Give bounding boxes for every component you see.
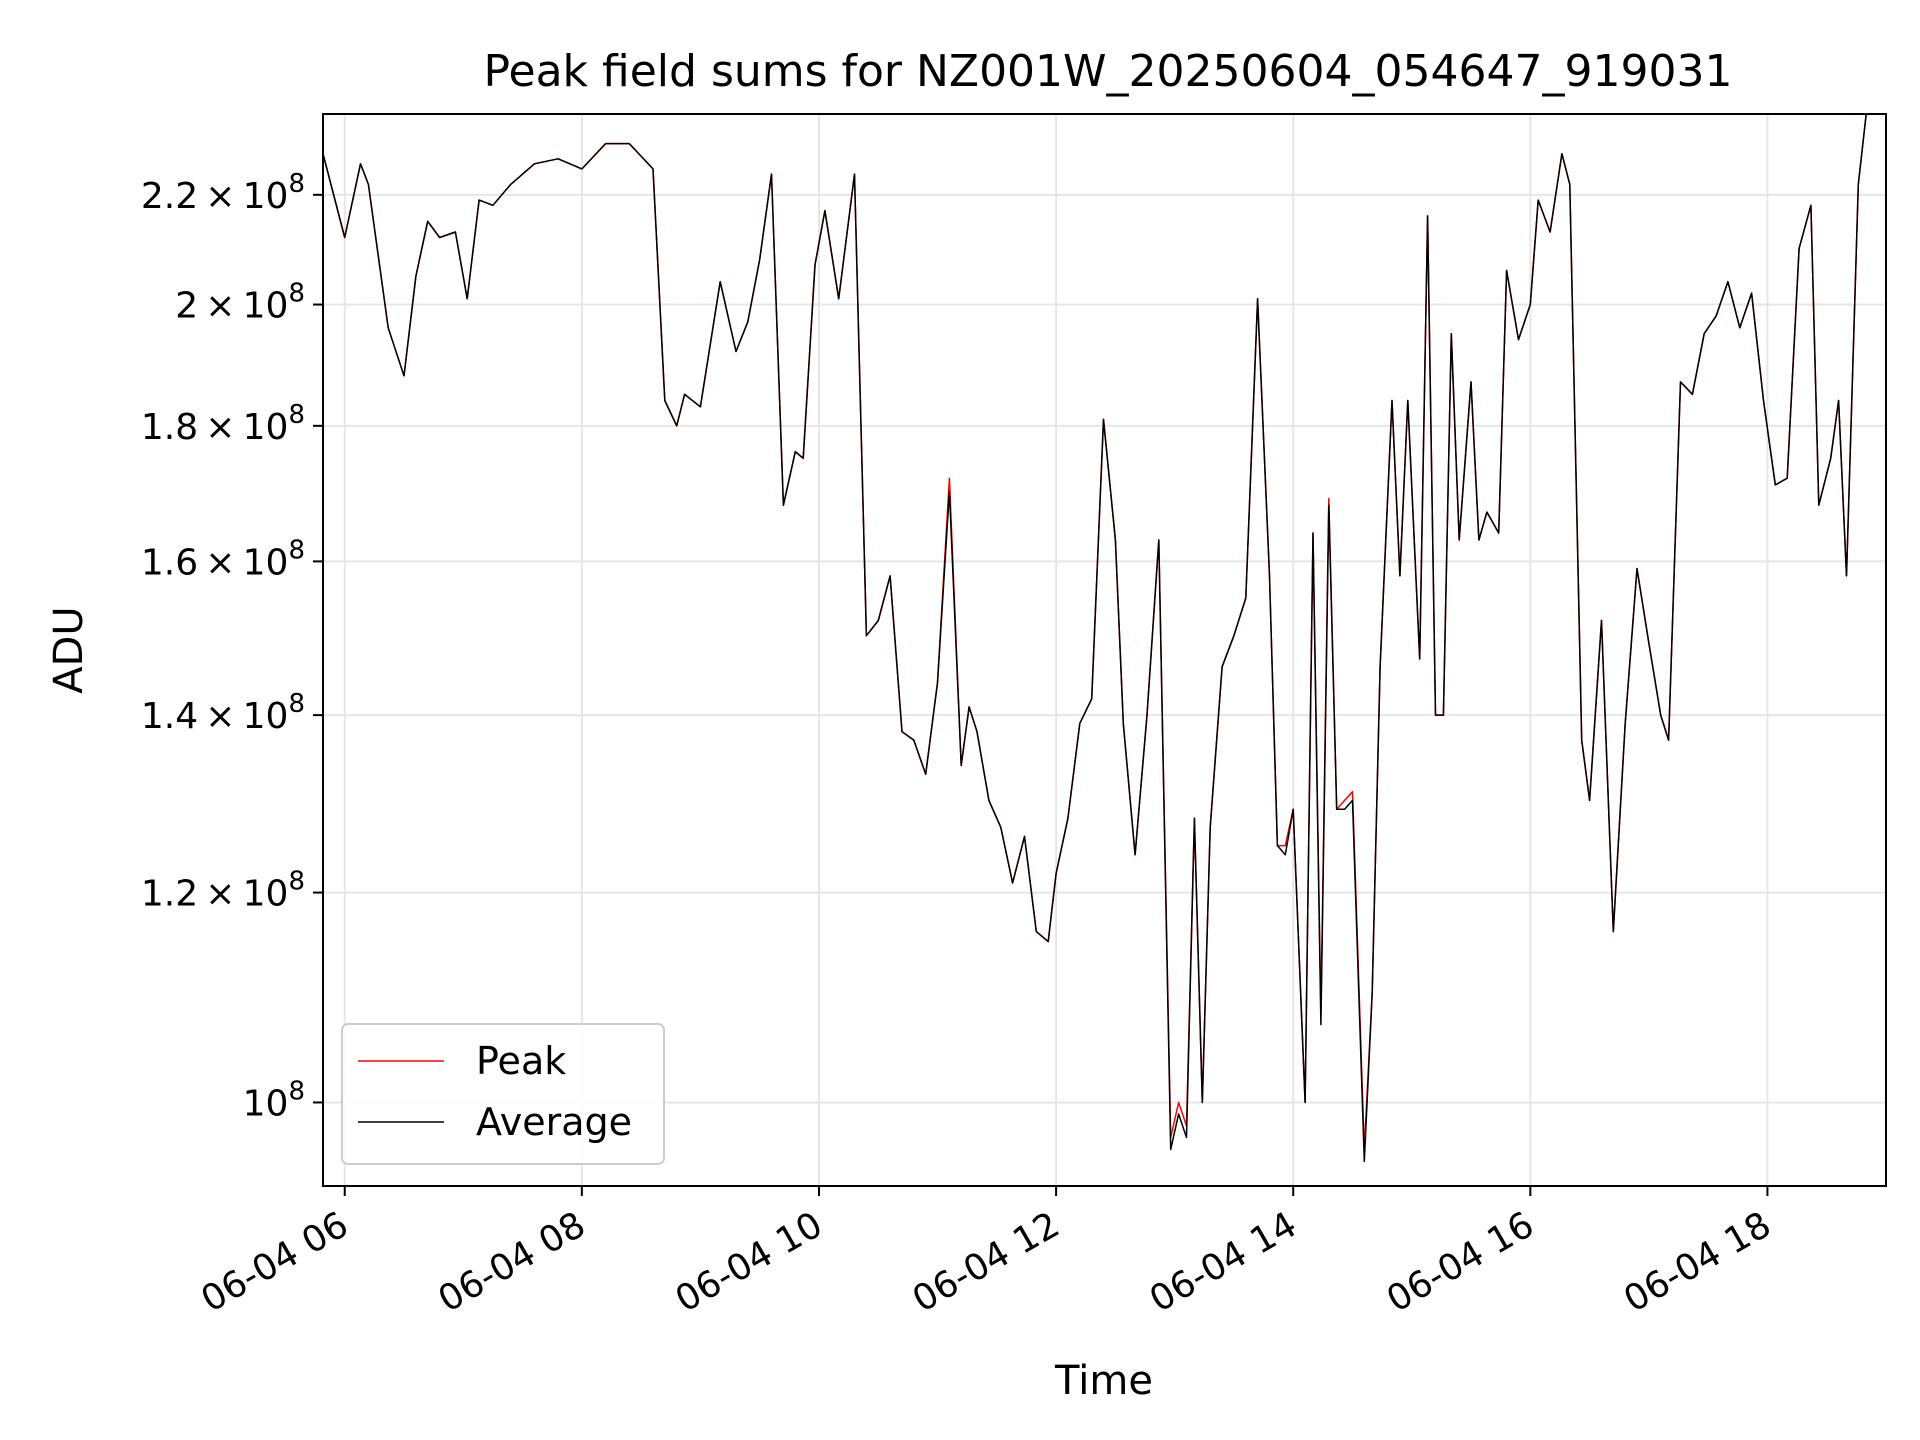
- y-tick-label: 2 × 108: [175, 279, 305, 327]
- y-tick-label: 1.6 × 108: [141, 535, 305, 583]
- plot-lines: [323, 114, 1867, 1163]
- legend-peak-label: Peak: [476, 1039, 566, 1083]
- y-tick-label: 1.8 × 108: [141, 400, 305, 448]
- legend: Peak Average: [341, 1023, 665, 1165]
- legend-average-label: Average: [476, 1100, 632, 1144]
- plot-frame: [322, 113, 1887, 1187]
- series-line-average: [323, 114, 1867, 1163]
- y-tick-label: 2.2 × 108: [141, 169, 305, 217]
- y-tick-label: 1.2 × 108: [141, 867, 305, 915]
- y-tick-label: 1.4 × 108: [141, 689, 305, 737]
- legend-frame: [341, 1023, 665, 1165]
- y-axis-label: ADU: [46, 606, 92, 693]
- chart-title: Peak field sums for NZ001W_20250604_0546…: [484, 46, 1733, 97]
- x-axis-label: Time: [1054, 1358, 1153, 1404]
